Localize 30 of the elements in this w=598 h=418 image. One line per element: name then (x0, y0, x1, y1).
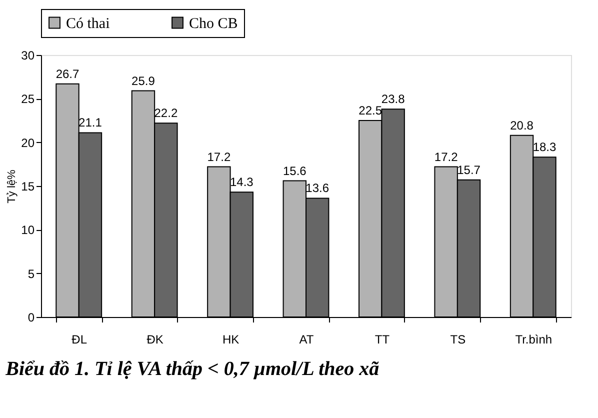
data-label: 17.2 (434, 150, 458, 164)
x-tick-label: Tr.bình (515, 332, 552, 346)
data-label: 15.7 (457, 162, 481, 177)
x-tick-label: AT (299, 332, 314, 346)
x-tick-label: ĐK (146, 332, 164, 346)
y-tick-label: 5 (28, 266, 35, 281)
data-label: 15.6 (282, 164, 307, 178)
data-label: 18.3 (532, 140, 556, 154)
x-tick-label: ĐL (72, 332, 88, 346)
data-label: 17.2 (207, 150, 231, 164)
x-tick-label: TS (450, 332, 466, 346)
y-tick-label: 10 (21, 223, 35, 238)
data-label: 22.5 (358, 104, 382, 118)
legend-label: Cho CB (189, 16, 238, 32)
y-tick-label: 30 (21, 48, 35, 62)
legend-label: Có thai (66, 16, 110, 32)
y-tick-label: 15 (21, 180, 35, 194)
y-tick-label: 25 (21, 92, 35, 106)
text: Biểu đồ 1. Tỉ lệ VA thấp < 0,7 µmol/L theo xã (4, 358, 380, 380)
x-tick-label: TT (374, 332, 390, 346)
y-axis-title: Tỷ lệ% (6, 169, 18, 204)
data-label: 23.8 (381, 92, 406, 106)
data-label: 26.7 (56, 66, 80, 81)
data-label: 20.8 (510, 118, 534, 132)
y-tick-label: 0 (28, 310, 35, 324)
y-tick-label: 20 (21, 136, 35, 150)
data-label: 25.9 (132, 74, 156, 88)
x-tick-label: HK (222, 332, 240, 346)
data-label: 13.6 (306, 181, 330, 196)
data-label: 22.2 (154, 106, 178, 120)
